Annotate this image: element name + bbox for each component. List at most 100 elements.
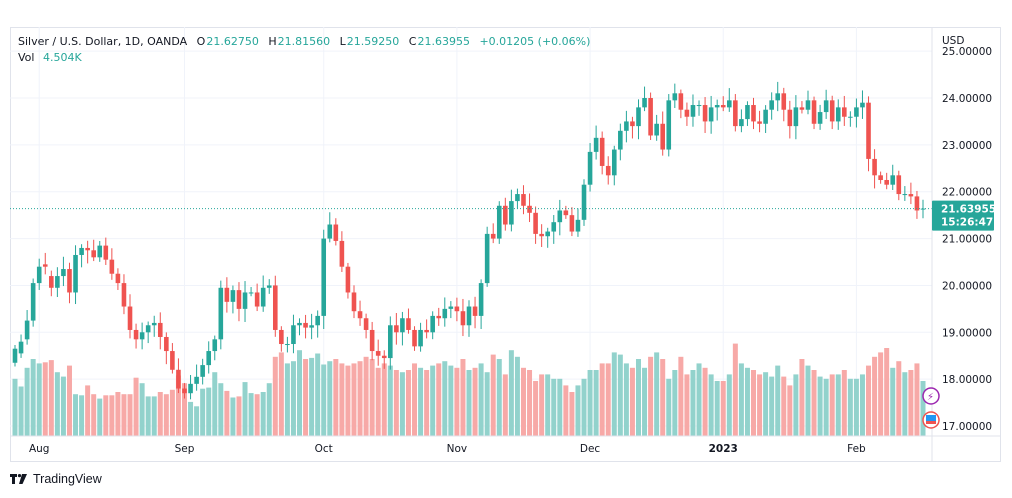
candle bbox=[91, 239, 96, 262]
candle-body bbox=[418, 329, 423, 347]
candle bbox=[624, 110, 629, 143]
volume-bar bbox=[448, 365, 454, 436]
price-tick-label: 19.00000 bbox=[942, 327, 992, 339]
candle-body bbox=[182, 388, 187, 394]
candle-body bbox=[726, 100, 732, 108]
volume-bar bbox=[73, 394, 79, 436]
candle bbox=[805, 90, 811, 115]
candle bbox=[678, 89, 684, 119]
candle-body bbox=[230, 290, 236, 302]
volume-bar bbox=[799, 359, 805, 436]
candle-body bbox=[914, 196, 920, 211]
volume-bar bbox=[769, 376, 775, 436]
price-axis[interactable]: 25.00000 24.00000 23.00000 22.00000 21.00000… bbox=[942, 46, 992, 433]
volume-bar bbox=[684, 374, 690, 436]
candle bbox=[618, 123, 623, 161]
volume-bar bbox=[375, 367, 381, 436]
volume-bar bbox=[85, 385, 91, 436]
volume-bar bbox=[757, 374, 763, 436]
candle-body bbox=[345, 266, 351, 293]
volume-bar bbox=[436, 363, 442, 436]
volume-label[interactable]: Vol bbox=[18, 51, 35, 64]
candle bbox=[478, 279, 484, 330]
volume-bar bbox=[194, 406, 200, 436]
candle bbox=[448, 301, 454, 319]
volume-bar bbox=[696, 363, 702, 436]
volume-bar bbox=[42, 362, 48, 436]
candle-body bbox=[145, 325, 151, 333]
volume-bar bbox=[472, 367, 478, 436]
candle bbox=[230, 285, 236, 314]
candle-body bbox=[42, 264, 48, 267]
candle bbox=[848, 111, 853, 127]
candle bbox=[769, 92, 774, 120]
tradingview-brand[interactable]: TradingView bbox=[10, 472, 102, 486]
candle bbox=[539, 224, 544, 248]
candle bbox=[200, 358, 205, 385]
candle-body bbox=[460, 311, 466, 326]
candle-body bbox=[388, 325, 393, 359]
volume-bar bbox=[188, 401, 194, 436]
candle-body bbox=[424, 329, 429, 333]
candle bbox=[67, 262, 72, 304]
volume-bar bbox=[847, 378, 853, 436]
candle bbox=[460, 298, 466, 337]
candle-body bbox=[127, 306, 133, 330]
volume-bar bbox=[200, 388, 206, 436]
candle bbox=[248, 287, 254, 297]
candle-body bbox=[412, 329, 417, 347]
volume-bar bbox=[563, 385, 569, 436]
volume-bar bbox=[454, 367, 460, 436]
candle-body bbox=[115, 273, 121, 284]
last-price-value: 21.63955 bbox=[941, 204, 996, 216]
candle bbox=[533, 206, 538, 244]
symbol-title[interactable]: Silver / U.S. Dollar, 1D, OANDA bbox=[18, 35, 188, 48]
candle bbox=[218, 280, 224, 350]
candle bbox=[61, 256, 66, 287]
volume-value: 4.504K bbox=[42, 51, 82, 64]
volume-bar bbox=[805, 365, 811, 436]
volume-bar bbox=[109, 395, 115, 436]
candle-body bbox=[369, 329, 375, 352]
volume-bar bbox=[708, 374, 714, 436]
chart-canvas[interactable]: 25.00000 24.00000 23.00000 22.00000 21.00000… bbox=[10, 27, 1001, 462]
volume-bar bbox=[321, 364, 327, 436]
candle-body bbox=[212, 339, 218, 352]
event-icons[interactable]: ⚡ bbox=[922, 387, 940, 429]
candle bbox=[914, 190, 920, 219]
volume-bar bbox=[278, 352, 284, 436]
candle bbox=[418, 322, 423, 352]
candle bbox=[842, 95, 847, 126]
time-axis[interactable]: Aug Sep Oct Nov Dec 2023 Feb bbox=[29, 443, 866, 455]
volume-bar bbox=[642, 367, 648, 436]
candle bbox=[835, 99, 841, 130]
candle bbox=[424, 319, 429, 339]
volume-bar bbox=[91, 394, 97, 436]
volume-bar bbox=[290, 361, 296, 436]
candle-body bbox=[242, 292, 248, 309]
candle bbox=[684, 102, 690, 126]
candle bbox=[490, 223, 496, 244]
dividend-event-icon[interactable] bbox=[922, 387, 940, 405]
candle bbox=[309, 313, 314, 340]
candle-body bbox=[666, 100, 672, 150]
candle-body bbox=[896, 175, 902, 195]
candle-body bbox=[648, 98, 653, 136]
candle-body bbox=[884, 180, 889, 185]
time-tick-label: Oct bbox=[315, 443, 333, 455]
candle bbox=[872, 149, 877, 189]
volume-bar bbox=[890, 367, 896, 436]
volume-legend: Vol 4.504K bbox=[18, 50, 590, 66]
candle-body bbox=[569, 215, 575, 232]
volume-bar bbox=[284, 363, 290, 436]
volume-bar bbox=[303, 359, 309, 436]
candle-body bbox=[763, 109, 768, 124]
volume-bar bbox=[896, 361, 902, 436]
candle bbox=[103, 237, 109, 265]
volume-bar bbox=[272, 356, 278, 436]
candle-body bbox=[757, 121, 762, 124]
volume-bar bbox=[908, 370, 914, 436]
candle-body bbox=[599, 137, 605, 166]
candle-body bbox=[79, 247, 84, 255]
candle bbox=[648, 92, 653, 141]
